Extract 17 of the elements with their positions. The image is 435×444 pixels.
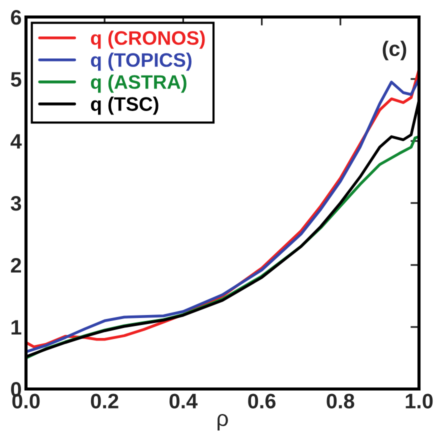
legend-label: q (TSC): [90, 96, 158, 115]
y-tick-label: 2: [10, 258, 21, 273]
legend-label: q (TOPICS): [90, 52, 192, 71]
y-tick-label: 6: [11, 10, 22, 25]
y-tick-label: 1: [12, 320, 22, 335]
y-tick-label: 3: [10, 196, 22, 211]
annotation: (c): [382, 40, 406, 60]
legend-label: q (CRONOS): [90, 30, 205, 49]
x-tick-label: 0.6: [248, 394, 276, 408]
x-axis-title: ρ: [218, 414, 228, 431]
x-tick-label: 0.4: [170, 394, 198, 408]
x-tick-label: 0.2: [90, 394, 118, 408]
y-tick-label: 5: [10, 72, 22, 87]
legend-label: q (ASTRA): [90, 74, 186, 93]
y-tick-label: 4: [10, 134, 22, 149]
x-tick-label: 1.0: [406, 394, 433, 408]
x-tick-label: 0.8: [326, 394, 354, 408]
